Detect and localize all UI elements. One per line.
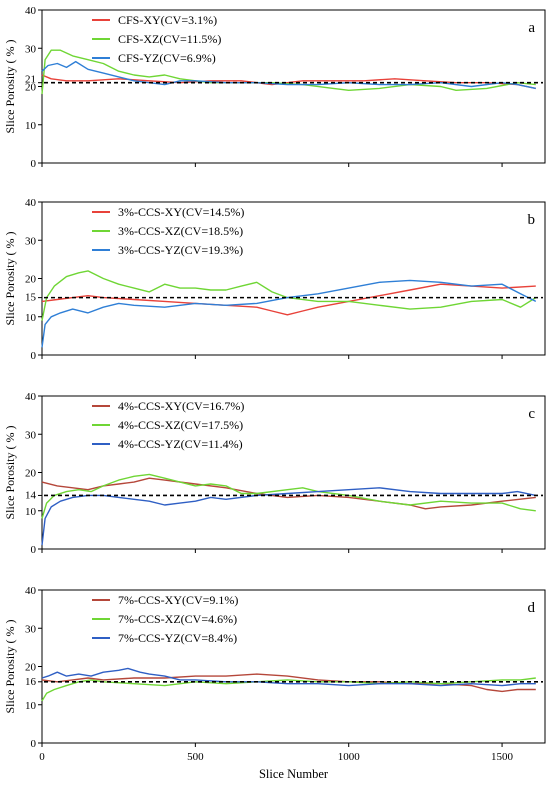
x-tick-label: 1000 — [338, 751, 361, 763]
y-tick-label: 0 — [31, 544, 37, 556]
legend-entry: 3%-CCS-XZ(CV=18.5%) — [118, 224, 243, 238]
y-axis-label: Slice Porosity ( % ) — [3, 620, 17, 714]
panel-a: 0 10 20 30 40 21 Slice Porosity ( % ) CFS-XY(CV… — [3, 5, 546, 170]
series-line-2 — [41, 473, 536, 519]
y-tick-label: 40 — [25, 197, 37, 209]
panel-tag: a — [528, 20, 535, 36]
y-tick-label: 40 — [25, 391, 37, 403]
y-tick-label: 10 — [25, 700, 37, 712]
x-axis-label: Slice Number — [259, 767, 329, 781]
series-line-3 — [41, 60, 536, 90]
y-tick-label: 0 — [31, 738, 37, 750]
legend-entry: 7%-CCS-XY(CV=9.1%) — [118, 593, 238, 607]
y-tick-label: 40 — [25, 585, 37, 597]
y-tick-label: 21 — [25, 74, 36, 86]
y-tick-label: 10 — [25, 506, 37, 518]
legend-entry: 4%-CCS-XZ(CV=17.5%) — [118, 418, 243, 432]
series-line-3 — [41, 487, 536, 546]
y-tick-label: 40 — [25, 5, 37, 17]
legend-entry: 7%-CCS-YZ(CV=8.4%) — [118, 631, 237, 645]
panel-tag: c — [528, 406, 535, 422]
x-tick-label: 0 — [39, 751, 45, 763]
y-tick-label: 30 — [25, 235, 37, 247]
series-line-1 — [41, 477, 536, 510]
y-axis-label: Slice Porosity ( % ) — [3, 40, 17, 134]
y-tick-label: 15 — [25, 292, 37, 304]
y-axis-label: Slice Porosity ( % ) — [3, 426, 17, 520]
series-line-1 — [41, 74, 536, 90]
y-tick-label: 14 — [25, 489, 37, 501]
y-tick-label: 20 — [25, 468, 37, 480]
panel-d: 0 10 20 30 40 16 0 500 1000 1500 Slice Number Slice… — [3, 585, 546, 781]
y-tick-label: 20 — [25, 82, 37, 94]
series-line-1 — [41, 673, 536, 693]
y-tick-label: 30 — [25, 43, 37, 55]
y-tick-label: 16 — [25, 676, 37, 688]
y-axis-label: Slice Porosity ( % ) — [3, 232, 17, 326]
series-line-3 — [41, 279, 537, 348]
y-tick-label: 0 — [31, 158, 37, 170]
y-tick-label: 20 — [25, 662, 37, 674]
series-line-2 — [41, 270, 537, 321]
legend-entry: 3%-CCS-YZ(CV=19.3%) — [118, 243, 243, 257]
y-tick-label: 0 — [31, 350, 37, 362]
legend-entry: 4%-CCS-XY(CV=16.7%) — [118, 399, 244, 413]
panel-b: 0 10 20 30 40 15 Slice Porosity ( % ) 3%-CCS-XY… — [3, 197, 546, 362]
series-line-1 — [41, 283, 536, 316]
x-tick-label: 500 — [187, 751, 204, 763]
legend-entry: 7%-CCS-XZ(CV=4.6%) — [118, 612, 237, 626]
legend-entry: 4%-CCS-YZ(CV=11.4%) — [118, 437, 243, 451]
y-tick-label: 10 — [25, 120, 37, 132]
y-tick-label: 30 — [25, 429, 37, 441]
panel-tag: b — [528, 212, 536, 228]
legend-entry: CFS-XY(CV=3.1%) — [118, 13, 217, 27]
panel-tag: d — [528, 600, 536, 616]
panel-c: 0 10 20 30 40 14 Slice Porosity ( % ) 4%-CCS-XY… — [3, 391, 546, 556]
legend-entry: CFS-YZ(CV=6.9%) — [118, 51, 216, 65]
x-tick-label: 1500 — [491, 751, 514, 763]
y-tick-label: 10 — [25, 312, 37, 324]
legend-entry: 3%-CCS-XY(CV=14.5%) — [118, 205, 244, 219]
series-line-3 — [41, 667, 536, 687]
y-tick-label: 30 — [25, 623, 37, 635]
legend-entry: CFS-XZ(CV=11.5%) — [118, 32, 221, 46]
series-line-2 — [41, 49, 536, 95]
y-tick-label: 20 — [25, 274, 37, 286]
series-line-2 — [41, 677, 536, 702]
